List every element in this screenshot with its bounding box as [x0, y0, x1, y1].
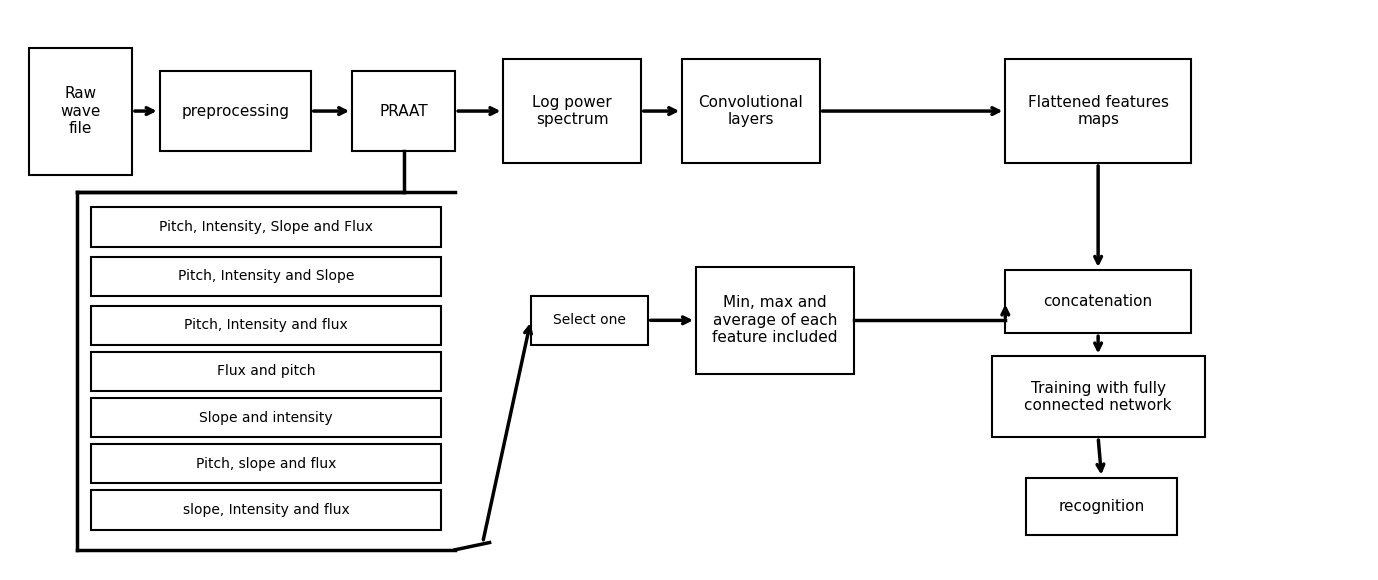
FancyBboxPatch shape — [91, 351, 441, 391]
Text: Slope and intensity: Slope and intensity — [200, 411, 333, 425]
FancyBboxPatch shape — [91, 398, 441, 437]
FancyBboxPatch shape — [531, 296, 648, 345]
FancyBboxPatch shape — [91, 208, 441, 246]
FancyBboxPatch shape — [503, 59, 641, 163]
Text: Pitch, Intensity, Slope and Flux: Pitch, Intensity, Slope and Flux — [158, 220, 373, 234]
Text: preprocessing: preprocessing — [181, 104, 289, 118]
Text: Training with fully
connected network: Training with fully connected network — [1024, 380, 1171, 413]
FancyBboxPatch shape — [91, 444, 441, 483]
Text: slope, Intensity and flux: slope, Intensity and flux — [183, 503, 350, 517]
FancyBboxPatch shape — [1006, 270, 1191, 333]
Text: concatenation: concatenation — [1043, 294, 1152, 309]
FancyBboxPatch shape — [682, 59, 820, 163]
FancyBboxPatch shape — [992, 356, 1204, 437]
FancyBboxPatch shape — [91, 490, 441, 530]
Text: Select one: Select one — [553, 313, 626, 327]
Text: Min, max and
average of each
feature included: Min, max and average of each feature inc… — [712, 295, 838, 345]
Text: Raw
wave
file: Raw wave file — [61, 86, 101, 136]
Text: Flattened features
maps: Flattened features maps — [1028, 95, 1169, 127]
Text: recognition: recognition — [1058, 499, 1145, 514]
Text: Pitch, Intensity and Slope: Pitch, Intensity and Slope — [178, 269, 354, 283]
FancyBboxPatch shape — [91, 256, 441, 296]
Text: Log power
spectrum: Log power spectrum — [532, 95, 612, 127]
FancyBboxPatch shape — [29, 48, 132, 175]
Text: PRAAT: PRAAT — [379, 104, 429, 118]
FancyBboxPatch shape — [351, 71, 455, 151]
Text: Pitch, slope and flux: Pitch, slope and flux — [196, 456, 336, 471]
Text: Flux and pitch: Flux and pitch — [216, 364, 316, 378]
FancyBboxPatch shape — [696, 267, 854, 374]
FancyBboxPatch shape — [1006, 59, 1191, 163]
Text: Convolutional
layers: Convolutional layers — [699, 95, 803, 127]
Text: Pitch, Intensity and flux: Pitch, Intensity and flux — [185, 318, 349, 332]
FancyBboxPatch shape — [160, 71, 311, 151]
FancyBboxPatch shape — [91, 306, 441, 345]
FancyBboxPatch shape — [1027, 477, 1177, 535]
